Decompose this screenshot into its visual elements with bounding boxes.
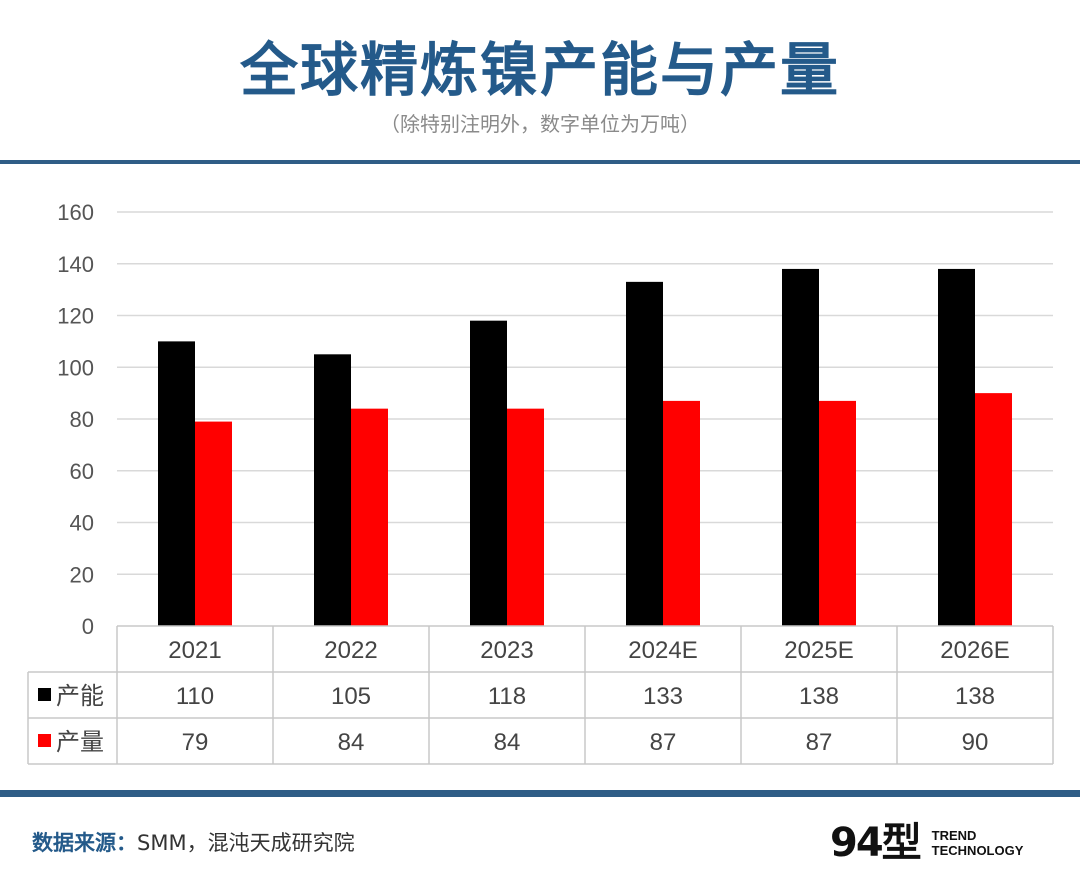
y-tick-label: 80 [70,407,94,432]
logo-text-line1: TREND [931,828,977,843]
y-tick-label: 40 [70,511,94,536]
x-tick-label: 2022 [324,637,377,664]
logo-mark: 94型 [830,820,922,866]
bar-capacity [158,341,195,626]
legend-swatch [38,734,51,747]
data-label: 118 [488,683,526,710]
x-tick-label: 2024E [628,637,697,664]
y-tick-label: 120 [57,304,94,329]
bar-capacity [782,268,819,626]
logo-text-line2: TECHNOLOGY [931,843,1024,858]
bar-output [195,421,232,626]
x-tick-label: 2025E [784,637,853,664]
y-tick-label: 20 [70,562,94,587]
footer-divider [0,790,1080,797]
page-subtitle: （除特别注明外，数字单位为万吨） [380,112,700,136]
y-tick-label: 60 [70,459,94,484]
data-label: 138 [955,683,995,710]
y-tick-label: 140 [57,252,94,277]
bar-capacity [470,320,507,626]
data-label: 84 [338,729,365,756]
data-label: 110 [176,683,214,710]
logo-wordmark: TREND TECHNOLOGY [932,828,1024,858]
data-label: 84 [494,729,521,756]
x-tick-label: 2021 [168,637,221,664]
y-tick-label: 0 [82,614,94,639]
y-tick-label: 160 [57,200,94,225]
bar-chart: 0 20 40 60 80 100 120 140 160 2021 2022 2023 2024E 20… [27,200,1054,765]
bar-output [663,400,700,626]
x-tick-label: 2026E [940,637,1009,664]
y-tick-label: 100 [57,355,94,380]
page-title: 全球精炼镍产能与产量 [239,36,840,104]
header-divider [0,160,1080,164]
bar-capacity [626,281,663,626]
x-tick-label: 2023 [480,637,533,664]
data-label: 133 [643,683,683,710]
data-label: 87 [650,729,677,756]
bar-output [819,400,856,626]
data-label: 90 [962,729,989,756]
brand-logo: 94型 TREND TECHNOLOGY [830,815,1023,871]
bar-output [351,408,388,626]
legend-swatch [38,688,51,701]
data-label: 79 [182,729,209,756]
bar-capacity [938,268,975,626]
data-label: 87 [806,729,833,756]
legend-label: 产量 [56,729,104,756]
data-label: 105 [331,683,371,710]
data-source-label: 数据来源： [32,831,137,855]
bar-output [975,393,1012,626]
bar-capacity [314,354,351,626]
data-source: 数据来源：SMM，混沌天成研究院 [32,828,355,858]
data-label: 138 [799,683,839,710]
legend-label: 产能 [56,683,104,710]
data-source-value: SMM，混沌天成研究院 [137,831,355,855]
bar-output [507,408,544,626]
